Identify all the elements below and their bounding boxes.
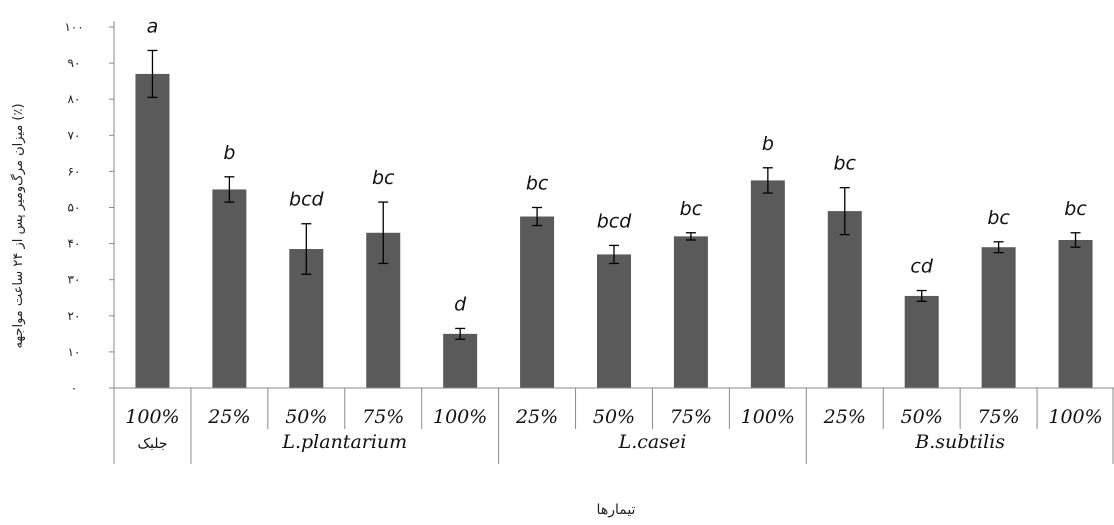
significance-label: bc <box>1064 198 1087 220</box>
y-tick-label: ٨٠ <box>68 92 81 106</box>
y-tick-label: ٣٠ <box>68 273 81 287</box>
x-group-label: L.casei <box>618 431 687 453</box>
x-category-label: 100% <box>433 406 487 428</box>
y-tick-label: ٩٠ <box>68 56 81 70</box>
x-category-label: 50% <box>285 406 327 428</box>
y-tick-label: ۵٠ <box>68 201 81 215</box>
significance-label: bcd <box>597 210 633 232</box>
x-category-label: 75% <box>362 406 404 428</box>
significance-label: bc <box>680 198 703 220</box>
x-category-label: 25% <box>515 406 558 428</box>
bar <box>981 247 1016 388</box>
significance-label: bcd <box>289 189 325 211</box>
significance-label: b <box>223 142 235 164</box>
significance-label: cd <box>910 256 933 278</box>
y-tick-label: ٧٠ <box>68 128 81 142</box>
bar <box>904 295 939 388</box>
bar <box>520 216 555 388</box>
significance-label: bc <box>987 207 1010 229</box>
x-category-label: 100% <box>125 406 179 428</box>
x-axis-label: تیمارها <box>597 502 636 518</box>
x-axis: 100% جلبک 25% 50% 75% 100% L.plantarium 25% 50% 7… <box>113 387 1114 464</box>
bar <box>597 254 631 388</box>
y-tick-label: ٠ <box>71 381 77 395</box>
bar <box>1058 239 1093 388</box>
x-category-label: 50% <box>593 406 635 428</box>
y-axis: ٠ ١٠ ٢٠ ٣٠ ۴٠ ۵٠ ۶٠ ٧٠ ٨٠ ٩٠ ١٠٠ <box>64 20 115 395</box>
x-category-label: 25% <box>207 406 250 428</box>
significance-label: b <box>762 133 774 155</box>
x-category-label: 100% <box>741 406 795 428</box>
x-category-label: 75% <box>977 406 1019 428</box>
bar <box>443 333 478 388</box>
y-tick-label: ١٠ <box>68 345 81 359</box>
x-category-label: 75% <box>670 406 712 428</box>
bar <box>135 73 170 389</box>
y-tick-label: ٢٠ <box>68 309 81 323</box>
significance-label: d <box>454 293 467 315</box>
bar <box>750 180 785 388</box>
y-tick-label: ١٠٠ <box>64 20 83 34</box>
x-group-label: جلبک <box>137 436 167 452</box>
bar <box>212 189 247 388</box>
y-tick-label: ۴٠ <box>68 237 81 251</box>
x-group-label: L.plantarium <box>281 431 407 453</box>
bar <box>827 211 862 388</box>
x-category-label: 25% <box>823 406 866 428</box>
significance-label: bc <box>834 153 857 175</box>
x-category-label: 100% <box>1048 406 1102 428</box>
x-category-label: 50% <box>901 406 943 428</box>
x-group-label: B.subtilis <box>914 431 1005 453</box>
significance-label: bc <box>526 173 549 195</box>
y-axis-label: میزان مرگ‌ومیر پس از ۲۴ ساعت مواجهه (٪) <box>9 103 26 348</box>
y-tick-label: ۶٠ <box>68 164 81 178</box>
bar <box>673 236 708 388</box>
significance-label: bc <box>372 167 395 189</box>
significance-label: a <box>147 15 159 37</box>
